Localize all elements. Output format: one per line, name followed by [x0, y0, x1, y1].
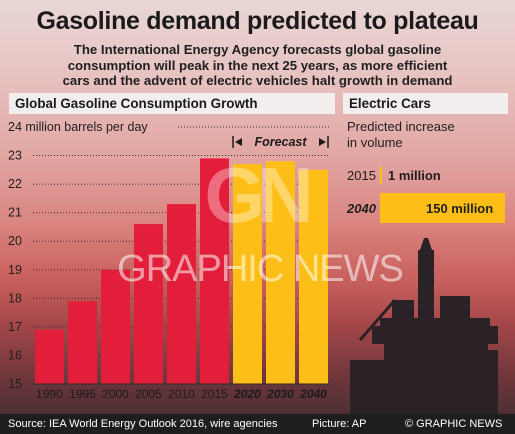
footer: Source: IEA World Energy Outlook 2016, w… — [0, 414, 515, 434]
historical-bar — [68, 301, 97, 384]
chart-title: Global Gasoline Consumption Growth — [9, 93, 335, 114]
historical-bar — [134, 224, 163, 384]
electric-cars-subtitle-line: Predicted increase — [347, 119, 455, 134]
x-tick-label: 2015 — [201, 387, 228, 401]
ev-bar-2040 — [380, 193, 505, 223]
y-tick-label: 18 — [8, 291, 22, 305]
y-tick-label: 19 — [8, 263, 22, 277]
electric-cars-subtitle-line: in volume — [347, 135, 403, 150]
x-tick-label: 2030 — [266, 387, 294, 401]
ev-value-2040: 150 million — [426, 201, 494, 216]
ev-bar-2015 — [380, 166, 382, 184]
electric-cars-title: Electric Cars — [343, 93, 508, 114]
subtitle-line: cars and the advent of electric vehicles… — [62, 73, 453, 88]
x-tick-label: 1995 — [69, 387, 96, 401]
page-subtitle: The International Energy Agency forecast… — [10, 42, 505, 89]
historical-bar — [200, 158, 229, 384]
page-title: Gasoline demand predicted to plateau — [36, 7, 479, 35]
historical-bar — [101, 269, 130, 384]
y-tick-label: 20 — [8, 234, 22, 248]
ev-year-2040: 2040 — [347, 201, 376, 216]
forecast-bar — [266, 161, 295, 384]
watermark-text: GRAPHIC NEWS — [117, 248, 404, 290]
historical-bar — [167, 204, 196, 384]
y-tick-label: 21 — [8, 206, 22, 220]
x-tick-label: 2005 — [135, 387, 162, 401]
y-axis-label: 24 million barrels per day — [8, 120, 148, 134]
x-tick-label: 1990 — [36, 387, 63, 401]
electric-cars-subtitle: Predicted increase in volume — [347, 119, 507, 151]
forecast-label: Forecast — [254, 135, 307, 149]
y-tick-label: 15 — [8, 377, 22, 391]
watermark-logo: GN — [204, 151, 314, 239]
y-tick-label: 22 — [8, 177, 22, 191]
source-credit: Source: IEA World Energy Outlook 2016, w… — [8, 418, 278, 430]
subtitle-line: consumption will peak in the next 25 yea… — [67, 57, 448, 73]
forecast-bar — [299, 169, 328, 384]
ev-year-2015: 2015 — [347, 168, 376, 183]
y-tick-label: 23 — [8, 149, 22, 163]
publisher-credit: © GRAPHIC NEWS — [405, 418, 503, 430]
ev-value-2015: 1 million — [388, 168, 441, 183]
y-tick-label: 17 — [8, 320, 22, 334]
x-tick-label: 2010 — [168, 387, 195, 401]
forecast-arrow-right — [319, 138, 326, 146]
forecast-bar — [233, 164, 262, 384]
x-tick-label: 2040 — [299, 387, 327, 401]
subtitle-line: The International Energy Agency forecast… — [73, 42, 442, 57]
forecast-arrow-left — [235, 138, 242, 146]
x-tick-label: 2000 — [102, 387, 129, 401]
picture-credit: Picture: AP — [312, 418, 367, 430]
y-tick-label: 16 — [8, 348, 22, 362]
x-tick-label: 2020 — [233, 387, 261, 401]
historical-bar — [35, 329, 64, 384]
